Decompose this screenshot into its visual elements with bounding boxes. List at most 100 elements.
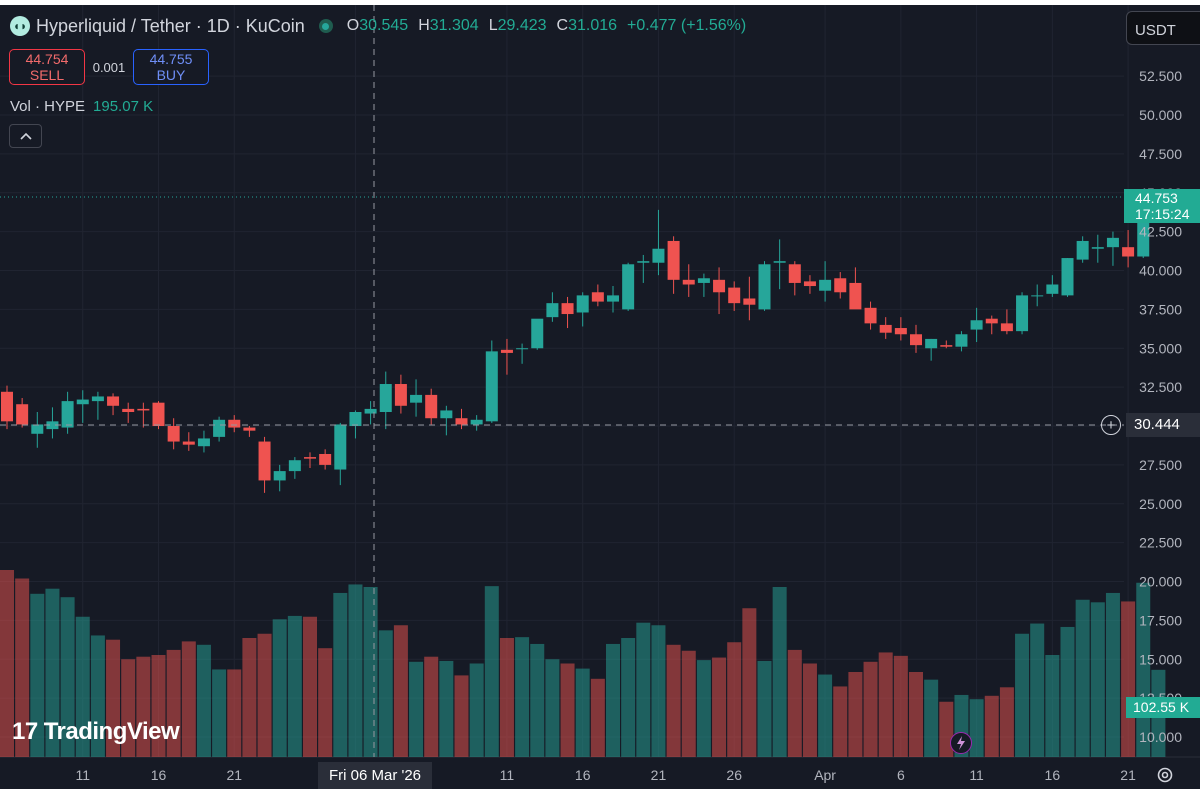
volume-bar — [681, 650, 696, 757]
sell-label: SELL — [29, 67, 65, 83]
candle-body — [16, 404, 29, 425]
crosshair-date-tag: Fri 06 Mar '26 — [318, 762, 432, 789]
collapse-legend-button[interactable] — [9, 124, 42, 148]
volume-bar — [575, 668, 590, 757]
ohlc-key: O — [346, 17, 360, 34]
price-axis-label: 20.000 — [1139, 574, 1182, 590]
candle-body — [970, 320, 983, 330]
volume-bar — [318, 648, 333, 757]
candle-body — [743, 298, 756, 305]
volume-bar — [606, 643, 620, 757]
volume-bar — [242, 638, 257, 757]
tradingview-logo[interactable]: 17 TradingView — [12, 718, 180, 746]
volume-bar — [878, 652, 893, 757]
candle-body — [394, 384, 407, 406]
candle-body — [1046, 284, 1059, 294]
volume-bar — [636, 622, 651, 757]
volume-bar — [757, 660, 772, 757]
volume-bar — [121, 659, 136, 757]
candle-body — [516, 348, 529, 350]
volume-legend-value: 195.07 K — [93, 98, 154, 115]
volume-bar — [1075, 599, 1090, 757]
gear-icon[interactable] — [1155, 765, 1175, 785]
crosshair-add-icon[interactable]: + — [1101, 415, 1121, 435]
volume-bar — [1060, 626, 1075, 757]
volume-bar — [833, 686, 848, 757]
candle-body — [1106, 237, 1119, 248]
volume-bar — [166, 649, 181, 757]
sell-button[interactable]: 44.754 SELL — [9, 49, 85, 85]
volume-bar — [106, 639, 121, 757]
volume-bar — [469, 663, 484, 757]
candle-body — [364, 408, 377, 414]
volume-bar — [196, 644, 211, 757]
price-axis-label: 50.000 — [1139, 107, 1182, 123]
time-axis-label: 21 — [1120, 767, 1136, 783]
candle-body — [182, 441, 195, 445]
candle-body — [713, 279, 726, 293]
candle-body — [955, 334, 968, 347]
candle-body — [1031, 295, 1044, 297]
candle-body — [985, 318, 998, 324]
symbol-header[interactable]: ◖◗ Hyperliquid / Tether · 1D · KuCoin O3… — [10, 14, 750, 38]
volume-bar — [1045, 655, 1060, 757]
time-axis-label: 21 — [226, 767, 242, 783]
chevron-up-icon — [19, 132, 32, 140]
volume-bar — [303, 616, 317, 757]
candle-body — [1076, 240, 1089, 260]
candle-body — [910, 334, 922, 346]
volume-bar — [515, 637, 530, 757]
currency-selector[interactable]: USDT — [1126, 11, 1200, 45]
ohlc-key: H — [418, 17, 430, 34]
price-axis-label: 40.000 — [1139, 263, 1182, 279]
grid — [0, 5, 1200, 758]
volume-bar — [802, 663, 817, 757]
candle-body — [455, 418, 468, 425]
volume-bar — [454, 675, 469, 757]
candle-body — [864, 307, 877, 324]
volume-bar — [90, 635, 105, 757]
candle-body — [46, 421, 59, 430]
candle-body — [758, 264, 771, 310]
volume-bar — [378, 630, 393, 757]
candle-body — [773, 261, 786, 263]
candle-body — [607, 295, 619, 302]
tradingview-logo-text: TradingView — [43, 718, 180, 745]
volume-bar — [999, 687, 1014, 757]
candle-body — [1000, 323, 1013, 332]
price-axis[interactable]: 10.00012.50015.00017.50020.00022.50025.0… — [1139, 68, 1182, 745]
candle-body — [334, 424, 347, 470]
candle-body — [76, 399, 89, 405]
volume-bar — [212, 669, 227, 757]
volume-bar — [151, 655, 166, 757]
symbol-title[interactable]: Hyperliquid / Tether · 1D · KuCoin — [36, 15, 305, 36]
candle-body — [622, 264, 635, 310]
ohlc-key: L — [488, 17, 498, 34]
volume-bar — [75, 616, 90, 757]
volume-bar — [742, 608, 757, 757]
overlay-lines — [0, 5, 1124, 757]
candle-body — [410, 394, 423, 403]
volume-legend-label: Vol · HYPE — [10, 98, 86, 115]
candle-body — [107, 396, 120, 406]
volume-bar — [45, 588, 60, 757]
price-axis-label: 42.500 — [1139, 224, 1182, 240]
candle-body — [697, 278, 710, 283]
volume-legend[interactable]: Vol · HYPE 195.07 K — [10, 98, 153, 115]
volume-bar — [984, 695, 999, 757]
volume-bar — [590, 678, 605, 757]
lightning-icon[interactable] — [950, 732, 972, 754]
volume-bar — [909, 672, 923, 757]
candle-body — [213, 419, 226, 437]
buy-button[interactable]: 44.755 BUY — [133, 49, 209, 85]
candle-body — [637, 261, 650, 263]
candle-body — [728, 287, 741, 304]
candle-body — [379, 384, 392, 413]
volume-bar — [848, 672, 863, 757]
candle-body — [349, 412, 362, 426]
time-axis[interactable]: 111621Mar11162126Apr6111621 — [75, 767, 1136, 783]
volume-bar — [393, 625, 408, 757]
volume-bar — [863, 661, 878, 757]
candlestick-chart[interactable]: 10.00012.50015.00017.50020.00022.50025.0… — [0, 5, 1200, 789]
candle-body — [304, 457, 316, 459]
